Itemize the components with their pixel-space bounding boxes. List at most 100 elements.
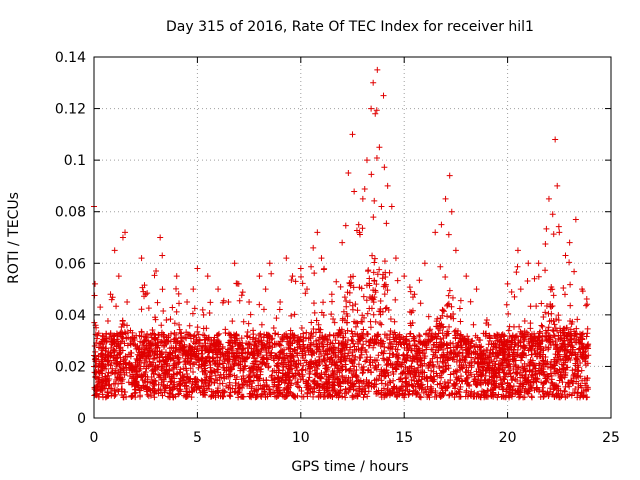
data-point — [378, 372, 385, 379]
data-point — [450, 370, 457, 377]
data-point — [253, 358, 260, 365]
data-point — [193, 336, 200, 343]
data-point — [562, 347, 569, 354]
data-point — [368, 383, 375, 390]
data-point — [337, 348, 344, 355]
data-point — [300, 362, 307, 369]
data-point — [147, 379, 154, 386]
data-point — [111, 332, 118, 339]
data-point — [298, 388, 305, 395]
data-point — [321, 371, 328, 378]
data-point — [231, 260, 238, 267]
data-point — [226, 345, 233, 352]
data-point — [310, 385, 317, 392]
data-point — [191, 386, 198, 393]
data-point — [310, 360, 317, 367]
data-point — [237, 341, 244, 348]
data-point — [105, 369, 112, 376]
data-point — [171, 320, 178, 327]
data-point — [410, 374, 417, 381]
data-point — [108, 341, 115, 348]
data-point — [415, 364, 422, 371]
data-point — [376, 144, 383, 151]
data-point — [514, 247, 521, 254]
data-point — [527, 381, 534, 388]
data-point — [108, 296, 115, 303]
data-point — [341, 378, 348, 385]
data-point — [169, 304, 176, 311]
data-point — [528, 351, 535, 358]
data-point — [252, 358, 259, 365]
data-point — [459, 378, 466, 385]
data-point — [119, 318, 126, 325]
data-point — [556, 347, 563, 354]
data-point — [421, 338, 428, 345]
data-point — [573, 325, 580, 332]
data-point — [392, 296, 399, 303]
data-point — [370, 214, 377, 221]
data-point — [352, 330, 359, 337]
data-point — [562, 341, 569, 348]
x-tick-label: 25 — [602, 430, 620, 446]
data-point — [144, 345, 151, 352]
data-point — [519, 383, 526, 390]
data-point — [317, 374, 324, 381]
data-point — [313, 337, 320, 344]
data-point — [407, 330, 414, 337]
data-point — [188, 346, 195, 353]
data-point — [493, 355, 500, 362]
data-point — [277, 348, 284, 355]
data-point — [238, 349, 245, 356]
data-point — [473, 350, 480, 357]
data-point — [515, 388, 522, 395]
data-point — [423, 375, 430, 382]
data-point — [169, 392, 176, 399]
data-point — [153, 268, 160, 275]
data-point — [432, 333, 439, 340]
data-point — [187, 349, 194, 356]
data-point — [372, 364, 379, 371]
data-point — [427, 383, 434, 390]
data-point — [566, 352, 573, 359]
data-point — [289, 273, 296, 280]
data-point — [184, 298, 191, 305]
data-point — [178, 335, 185, 342]
data-point — [434, 354, 441, 361]
data-point — [511, 293, 518, 300]
data-point — [345, 170, 352, 177]
data-point — [548, 317, 555, 324]
data-point — [511, 349, 518, 356]
data-point — [256, 301, 263, 308]
data-point — [476, 369, 483, 376]
data-point — [323, 347, 330, 354]
data-point — [284, 338, 291, 345]
data-point — [123, 369, 130, 376]
data-point — [274, 362, 281, 369]
data-point — [405, 391, 412, 398]
data-point — [95, 330, 102, 337]
data-point — [203, 345, 210, 352]
data-point — [209, 355, 216, 362]
data-point — [151, 388, 158, 395]
data-point — [276, 349, 283, 356]
data-point — [340, 308, 347, 315]
data-point — [583, 296, 590, 303]
data-point — [513, 332, 520, 339]
data-point — [276, 355, 283, 362]
data-point — [479, 358, 486, 365]
data-point — [568, 392, 575, 399]
data-point — [263, 377, 270, 384]
data-point — [381, 368, 388, 375]
data-point — [545, 373, 552, 380]
data-point — [529, 357, 536, 364]
data-point — [402, 383, 409, 390]
data-point — [561, 291, 568, 298]
data-point — [97, 367, 104, 374]
data-point — [267, 354, 274, 361]
data-point — [417, 369, 424, 376]
data-point — [451, 356, 458, 363]
data-point — [359, 344, 366, 351]
data-point — [177, 375, 184, 382]
data-point — [246, 373, 253, 380]
data-point — [360, 326, 367, 333]
